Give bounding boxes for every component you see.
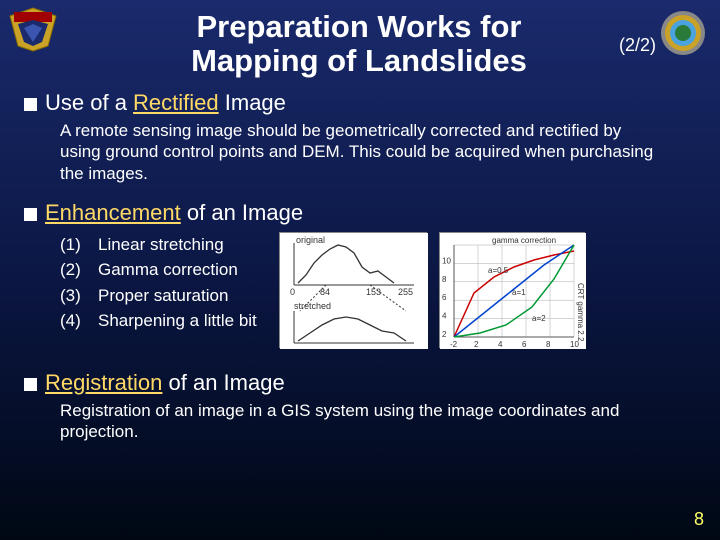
heading-text: Enhancement of an Image (45, 200, 303, 226)
svg-text:10: 10 (570, 340, 579, 349)
section-3-body: Registration of an image in a GIS system… (60, 400, 660, 443)
svg-text:gamma correction: gamma correction (492, 236, 556, 245)
logo-right-emblem (660, 10, 706, 56)
slide-title-line2: Mapping of Landslides (94, 44, 624, 78)
bullet-icon (24, 98, 37, 111)
svg-text:6: 6 (442, 293, 447, 302)
svg-text:a=1: a=1 (512, 288, 526, 297)
svg-text:4: 4 (498, 340, 503, 349)
section-1-body: A remote sensing image should be geometr… (60, 120, 660, 184)
svg-text:original: original (296, 235, 325, 245)
svg-text:84: 84 (320, 287, 330, 297)
section-1-heading: Use of a Rectified Image (24, 90, 696, 116)
list-item: (4) Sharpening a little bit (60, 308, 257, 334)
svg-text:10: 10 (442, 256, 451, 265)
slide-title-line1: Preparation Works for (94, 10, 624, 44)
bullet-icon (24, 208, 37, 221)
enhancement-enum-list: (1) Linear stretching (2) Gamma correcti… (60, 232, 257, 334)
svg-text:153: 153 (366, 287, 381, 297)
list-item: (1) Linear stretching (60, 232, 257, 258)
section-2-body: (1) Linear stretching (2) Gamma correcti… (60, 232, 696, 348)
svg-text:8: 8 (546, 340, 551, 349)
svg-text:4: 4 (442, 311, 447, 320)
svg-text:0: 0 (290, 287, 295, 297)
chart-stretching: original 84 153 0 255 stretched (279, 232, 427, 348)
svg-text:2: 2 (442, 330, 447, 339)
slide-title-block: Preparation Works for Mapping of Landsli… (94, 10, 624, 78)
svg-text:a=0.5: a=0.5 (488, 266, 509, 275)
chart-gamma: gamma correction a=0.5 a=1 a=2 CRT gamma 2.2… (439, 232, 585, 348)
svg-text:6: 6 (522, 340, 527, 349)
heading-text: Registration of an Image (45, 370, 285, 396)
svg-text:CRT gamma 2.2: CRT gamma 2.2 (576, 283, 585, 342)
svg-text:8: 8 (442, 275, 447, 284)
svg-text:a=2: a=2 (532, 314, 546, 323)
bullet-icon (24, 378, 37, 391)
content-area: Use of a Rectified Image A remote sensin… (24, 90, 696, 458)
svg-text:255: 255 (398, 287, 413, 297)
list-item: (2) Gamma correction (60, 257, 257, 283)
section-2-heading: Enhancement of an Image (24, 200, 696, 226)
svg-text:2: 2 (474, 340, 479, 349)
page-indicator: (2/2) (619, 36, 656, 56)
list-item: (3) Proper saturation (60, 283, 257, 309)
section-3-heading: Registration of an Image (24, 370, 696, 396)
charts-pair: original841530255stretched gamma correct… (279, 232, 585, 348)
heading-text: Use of a Rectified Image (45, 90, 286, 116)
logo-left-badge (8, 6, 58, 52)
svg-text:stretched: stretched (294, 301, 331, 311)
svg-text:-2: -2 (450, 340, 458, 349)
page-number: 8 (694, 509, 704, 530)
